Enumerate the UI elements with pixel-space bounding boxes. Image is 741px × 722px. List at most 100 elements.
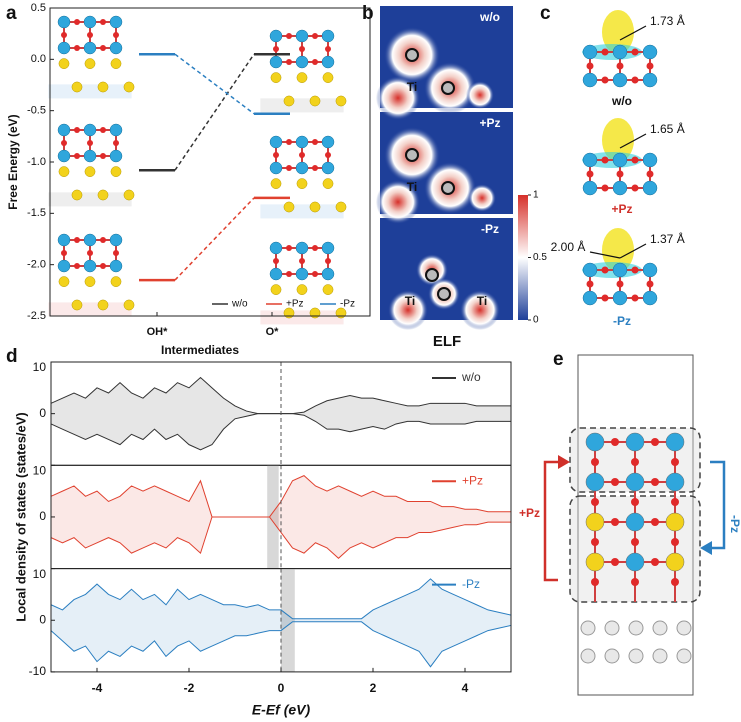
panel-letter: a bbox=[6, 3, 17, 24]
atom bbox=[309, 95, 321, 107]
structure bbox=[48, 233, 135, 317]
plot-frame bbox=[49, 7, 371, 317]
atom bbox=[676, 620, 692, 636]
atom bbox=[286, 139, 292, 145]
atom bbox=[646, 280, 654, 288]
atom bbox=[113, 140, 119, 146]
atom bbox=[61, 250, 67, 256]
atom bbox=[295, 241, 309, 255]
panel-letter: b bbox=[362, 3, 374, 24]
elf-label: -Pz bbox=[481, 222, 499, 236]
atom bbox=[665, 472, 685, 492]
atom bbox=[71, 299, 83, 311]
elf-label: w/o bbox=[479, 10, 500, 24]
atom bbox=[651, 438, 659, 446]
atom bbox=[84, 166, 96, 177]
atom bbox=[631, 294, 639, 302]
atom bbox=[325, 258, 331, 264]
atom bbox=[591, 578, 599, 586]
atom-label: Ti bbox=[407, 80, 417, 94]
atom bbox=[665, 552, 685, 572]
atom bbox=[312, 245, 318, 251]
atom bbox=[604, 620, 620, 636]
atom bbox=[71, 81, 83, 93]
structure bbox=[260, 29, 347, 113]
connector bbox=[174, 197, 255, 281]
area-fill bbox=[51, 620, 511, 667]
bond-length: 2.00 Å bbox=[551, 239, 586, 254]
atom bbox=[582, 290, 598, 306]
atom bbox=[591, 538, 599, 546]
y-tick-label: -2.5 bbox=[27, 310, 46, 322]
x-tick-label: -2 bbox=[184, 681, 195, 695]
atom bbox=[601, 48, 609, 56]
atom bbox=[312, 59, 318, 65]
atom bbox=[123, 299, 135, 311]
atom bbox=[321, 241, 335, 255]
atom bbox=[74, 19, 80, 25]
bond-arrow bbox=[589, 251, 621, 259]
elf-label: +Pz bbox=[479, 116, 500, 130]
atom bbox=[84, 276, 96, 287]
atom bbox=[591, 458, 599, 466]
atom bbox=[87, 140, 93, 146]
atom bbox=[74, 263, 80, 269]
atom bbox=[270, 72, 282, 83]
atom bbox=[580, 620, 596, 636]
atom bbox=[295, 135, 309, 149]
panel-letter: d bbox=[6, 346, 18, 367]
atom bbox=[631, 48, 639, 56]
atom bbox=[585, 472, 605, 492]
x-tick-label: 2 bbox=[370, 681, 377, 695]
atom bbox=[325, 152, 331, 158]
legend-label: w/o bbox=[231, 299, 248, 310]
structure bbox=[260, 135, 347, 219]
atom bbox=[123, 81, 135, 93]
charge-label: -Pz bbox=[613, 314, 631, 328]
atom bbox=[71, 189, 83, 201]
atom bbox=[671, 578, 679, 586]
atom bbox=[309, 307, 321, 319]
connector bbox=[174, 53, 255, 171]
atom bbox=[612, 262, 628, 278]
atom bbox=[286, 59, 292, 65]
atom bbox=[57, 15, 71, 29]
atom bbox=[322, 72, 334, 83]
x-tick-label: 0 bbox=[278, 681, 285, 695]
atom bbox=[616, 280, 624, 288]
atom bbox=[652, 620, 668, 636]
atom bbox=[113, 250, 119, 256]
atom bbox=[586, 62, 594, 70]
charge-lobe bbox=[602, 118, 634, 162]
area-fill bbox=[51, 578, 511, 621]
atom bbox=[631, 578, 639, 586]
panel-letter: c bbox=[540, 3, 551, 24]
structure-base bbox=[260, 98, 344, 113]
x-tick-label: O* bbox=[266, 326, 280, 338]
atom bbox=[295, 29, 309, 43]
area-fill bbox=[51, 475, 511, 517]
atom bbox=[74, 237, 80, 243]
charge-label: +Pz bbox=[611, 202, 632, 216]
atom bbox=[616, 62, 624, 70]
atom bbox=[58, 276, 70, 287]
panel-letter: e bbox=[553, 349, 564, 370]
atom bbox=[87, 32, 93, 38]
atom bbox=[625, 472, 645, 492]
atom bbox=[582, 72, 598, 88]
atom bbox=[321, 267, 335, 281]
atom bbox=[642, 72, 658, 88]
atom bbox=[100, 19, 106, 25]
legend-label: +Pz bbox=[286, 299, 304, 310]
atom bbox=[109, 15, 123, 29]
atom bbox=[646, 170, 654, 178]
y-tick-label: 0.5 bbox=[31, 2, 46, 14]
area-fill bbox=[51, 413, 511, 450]
atom bbox=[646, 62, 654, 70]
atom bbox=[611, 438, 619, 446]
atom bbox=[123, 189, 135, 201]
atom bbox=[601, 184, 609, 192]
structure-base bbox=[48, 84, 132, 99]
atom bbox=[611, 518, 619, 526]
atom bbox=[642, 180, 658, 196]
